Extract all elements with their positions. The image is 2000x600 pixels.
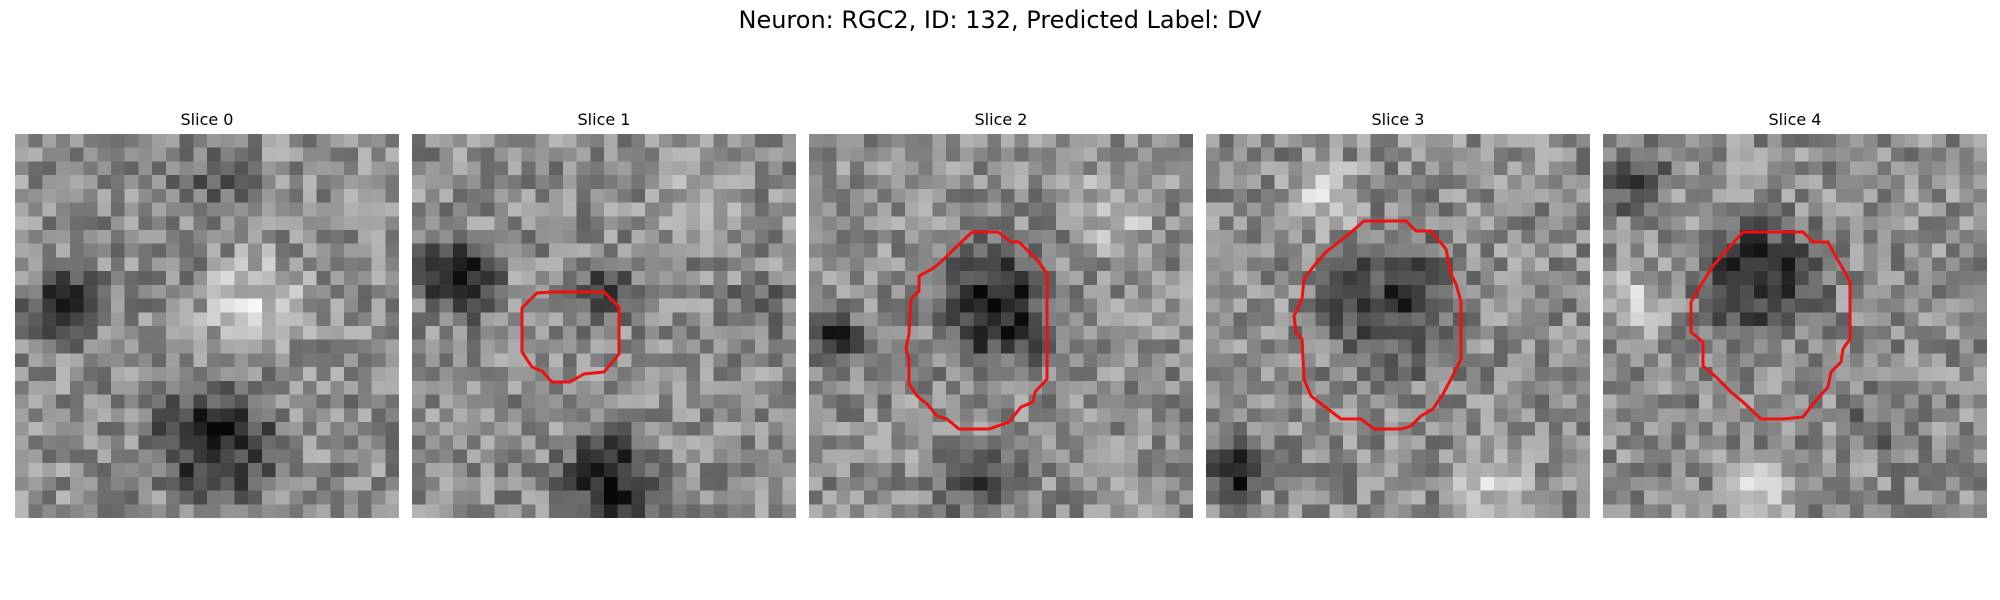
- slice-4-contour: [1689, 230, 1852, 421]
- slice-2-contour: [904, 230, 1049, 431]
- slice-4-title: Slice 4: [1768, 110, 1822, 129]
- slice-3-contour: [1292, 219, 1463, 431]
- slice-0-micrograph: [15, 134, 399, 518]
- slice-2-title: Slice 2: [974, 110, 1028, 129]
- slice-3-micrograph: [1206, 134, 1590, 518]
- slice-3-image: [1206, 134, 1590, 518]
- slice-1-micrograph: [412, 134, 796, 518]
- slice-0-image: [15, 134, 399, 518]
- slice-1-title: Slice 1: [577, 110, 631, 129]
- slice-4-image: [1603, 134, 1987, 518]
- figure-title: Neuron: RGC2, ID: 132, Predicted Label: …: [738, 6, 1262, 34]
- slice-3-title: Slice 3: [1371, 110, 1425, 129]
- slice-2-image: [809, 134, 1193, 518]
- slice-1-contour: [520, 290, 621, 384]
- slice-0-title: Slice 0: [180, 110, 234, 129]
- slice-4-micrograph: [1603, 134, 1987, 518]
- slice-2-micrograph: [809, 134, 1193, 518]
- slice-1-image: [412, 134, 796, 518]
